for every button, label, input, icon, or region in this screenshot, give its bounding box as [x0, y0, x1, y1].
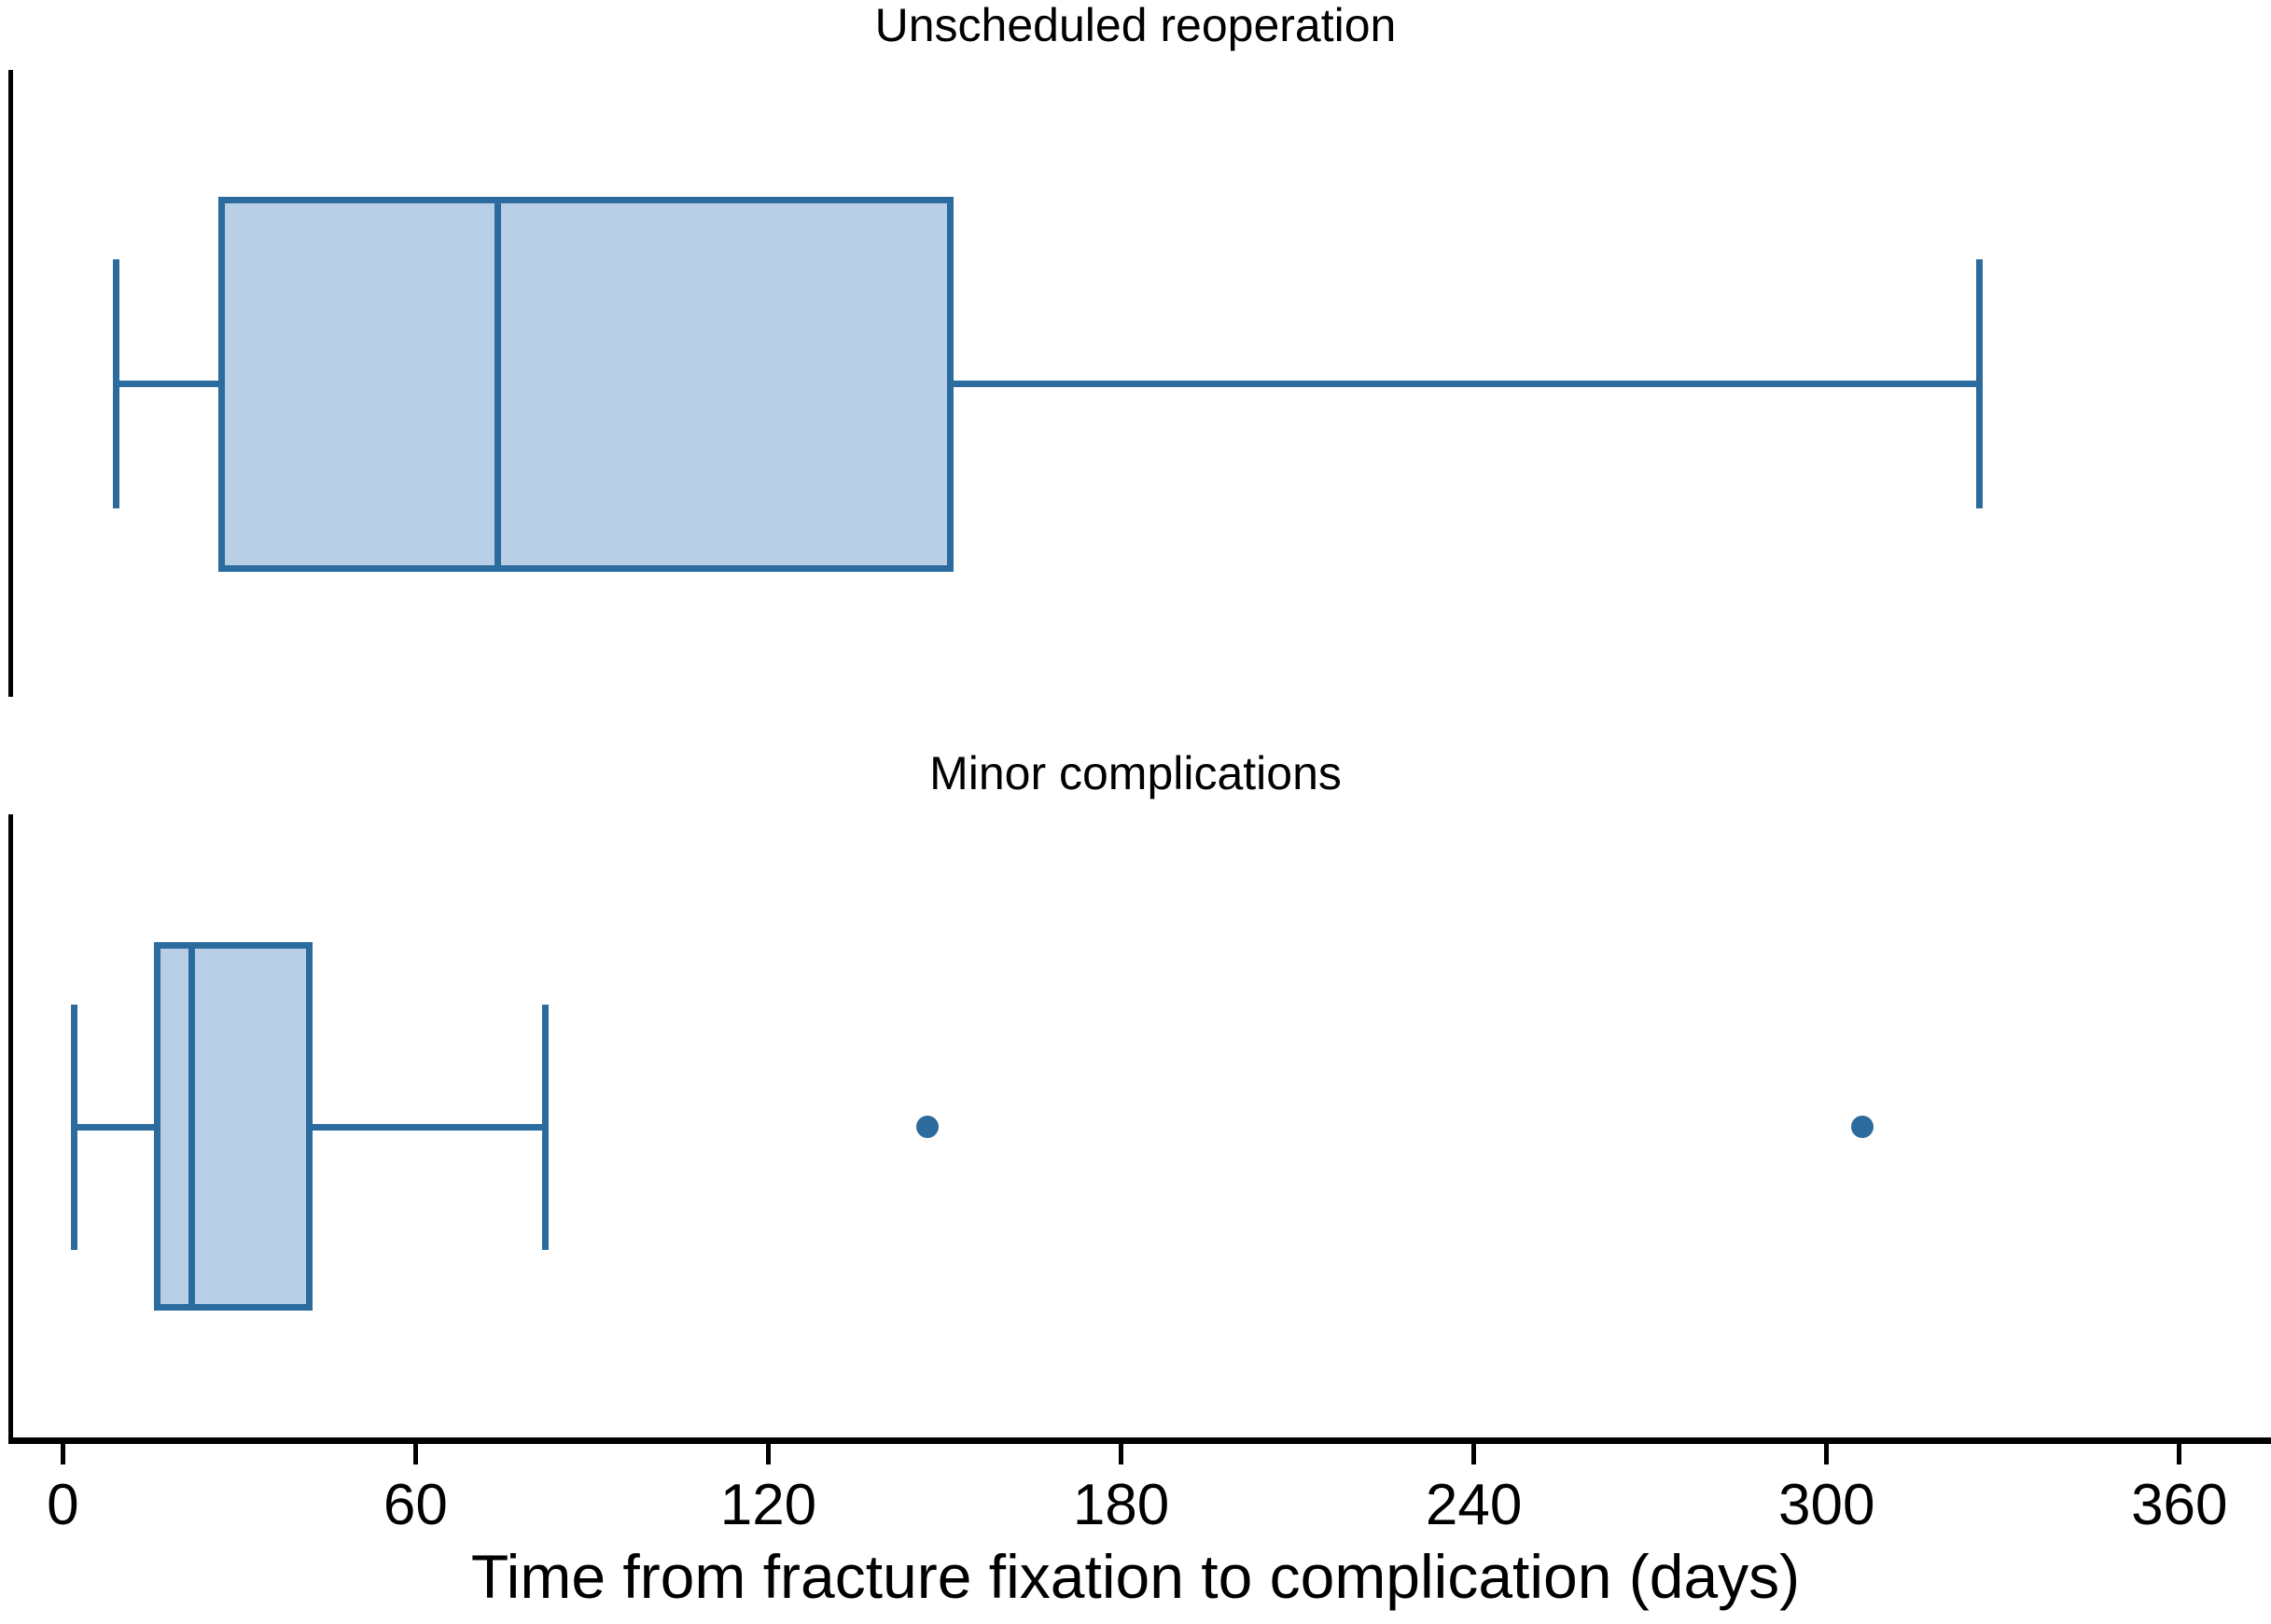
- x-axis-tick: [412, 1444, 418, 1464]
- x-axis-line: [8, 1437, 2271, 1444]
- x-axis-tick-label: 60: [383, 1473, 448, 1537]
- x-axis-tick: [1824, 1444, 1830, 1464]
- whisker-cap-left: [112, 259, 119, 508]
- x-axis-tick: [765, 1444, 771, 1464]
- box-iqr: [153, 942, 313, 1311]
- x-axis-tick-label: 120: [719, 1473, 817, 1537]
- whisker-line-left: [116, 381, 218, 387]
- x-axis-tick: [60, 1444, 65, 1464]
- x-axis-tick: [2177, 1444, 2182, 1464]
- x-axis-tick-label: 240: [1425, 1473, 1523, 1537]
- median-line: [495, 197, 502, 572]
- whisker-line-right: [954, 381, 1980, 387]
- x-axis-tick-label: 0: [47, 1473, 79, 1537]
- whisker-cap-right: [541, 1005, 549, 1250]
- outlier-point: [915, 1116, 939, 1138]
- whisker-cap-left: [71, 1005, 78, 1250]
- median-line: [188, 942, 196, 1311]
- x-axis-tick: [1471, 1444, 1477, 1464]
- y-axis-spine-bottom: [8, 814, 13, 1440]
- y-axis-spine-top: [8, 70, 13, 697]
- whisker-line-right: [313, 1123, 545, 1131]
- subplot-title-minor-complications: Minor complications: [929, 747, 1342, 799]
- x-axis-tick-label: 300: [1777, 1473, 1875, 1537]
- box-iqr: [217, 197, 954, 572]
- x-axis-tick: [1119, 1444, 1124, 1464]
- x-axis-label: Time from fracture fixation to complicat…: [470, 1542, 1801, 1611]
- whisker-line-left: [74, 1123, 154, 1131]
- x-axis-tick-label: 180: [1072, 1473, 1170, 1537]
- outlier-point: [1850, 1116, 1874, 1138]
- x-axis-tick-label: 360: [2131, 1473, 2228, 1537]
- subplot-title-unscheduled-reoperation: Unscheduled reoperation: [874, 0, 1397, 51]
- whisker-cap-right: [1976, 259, 1984, 508]
